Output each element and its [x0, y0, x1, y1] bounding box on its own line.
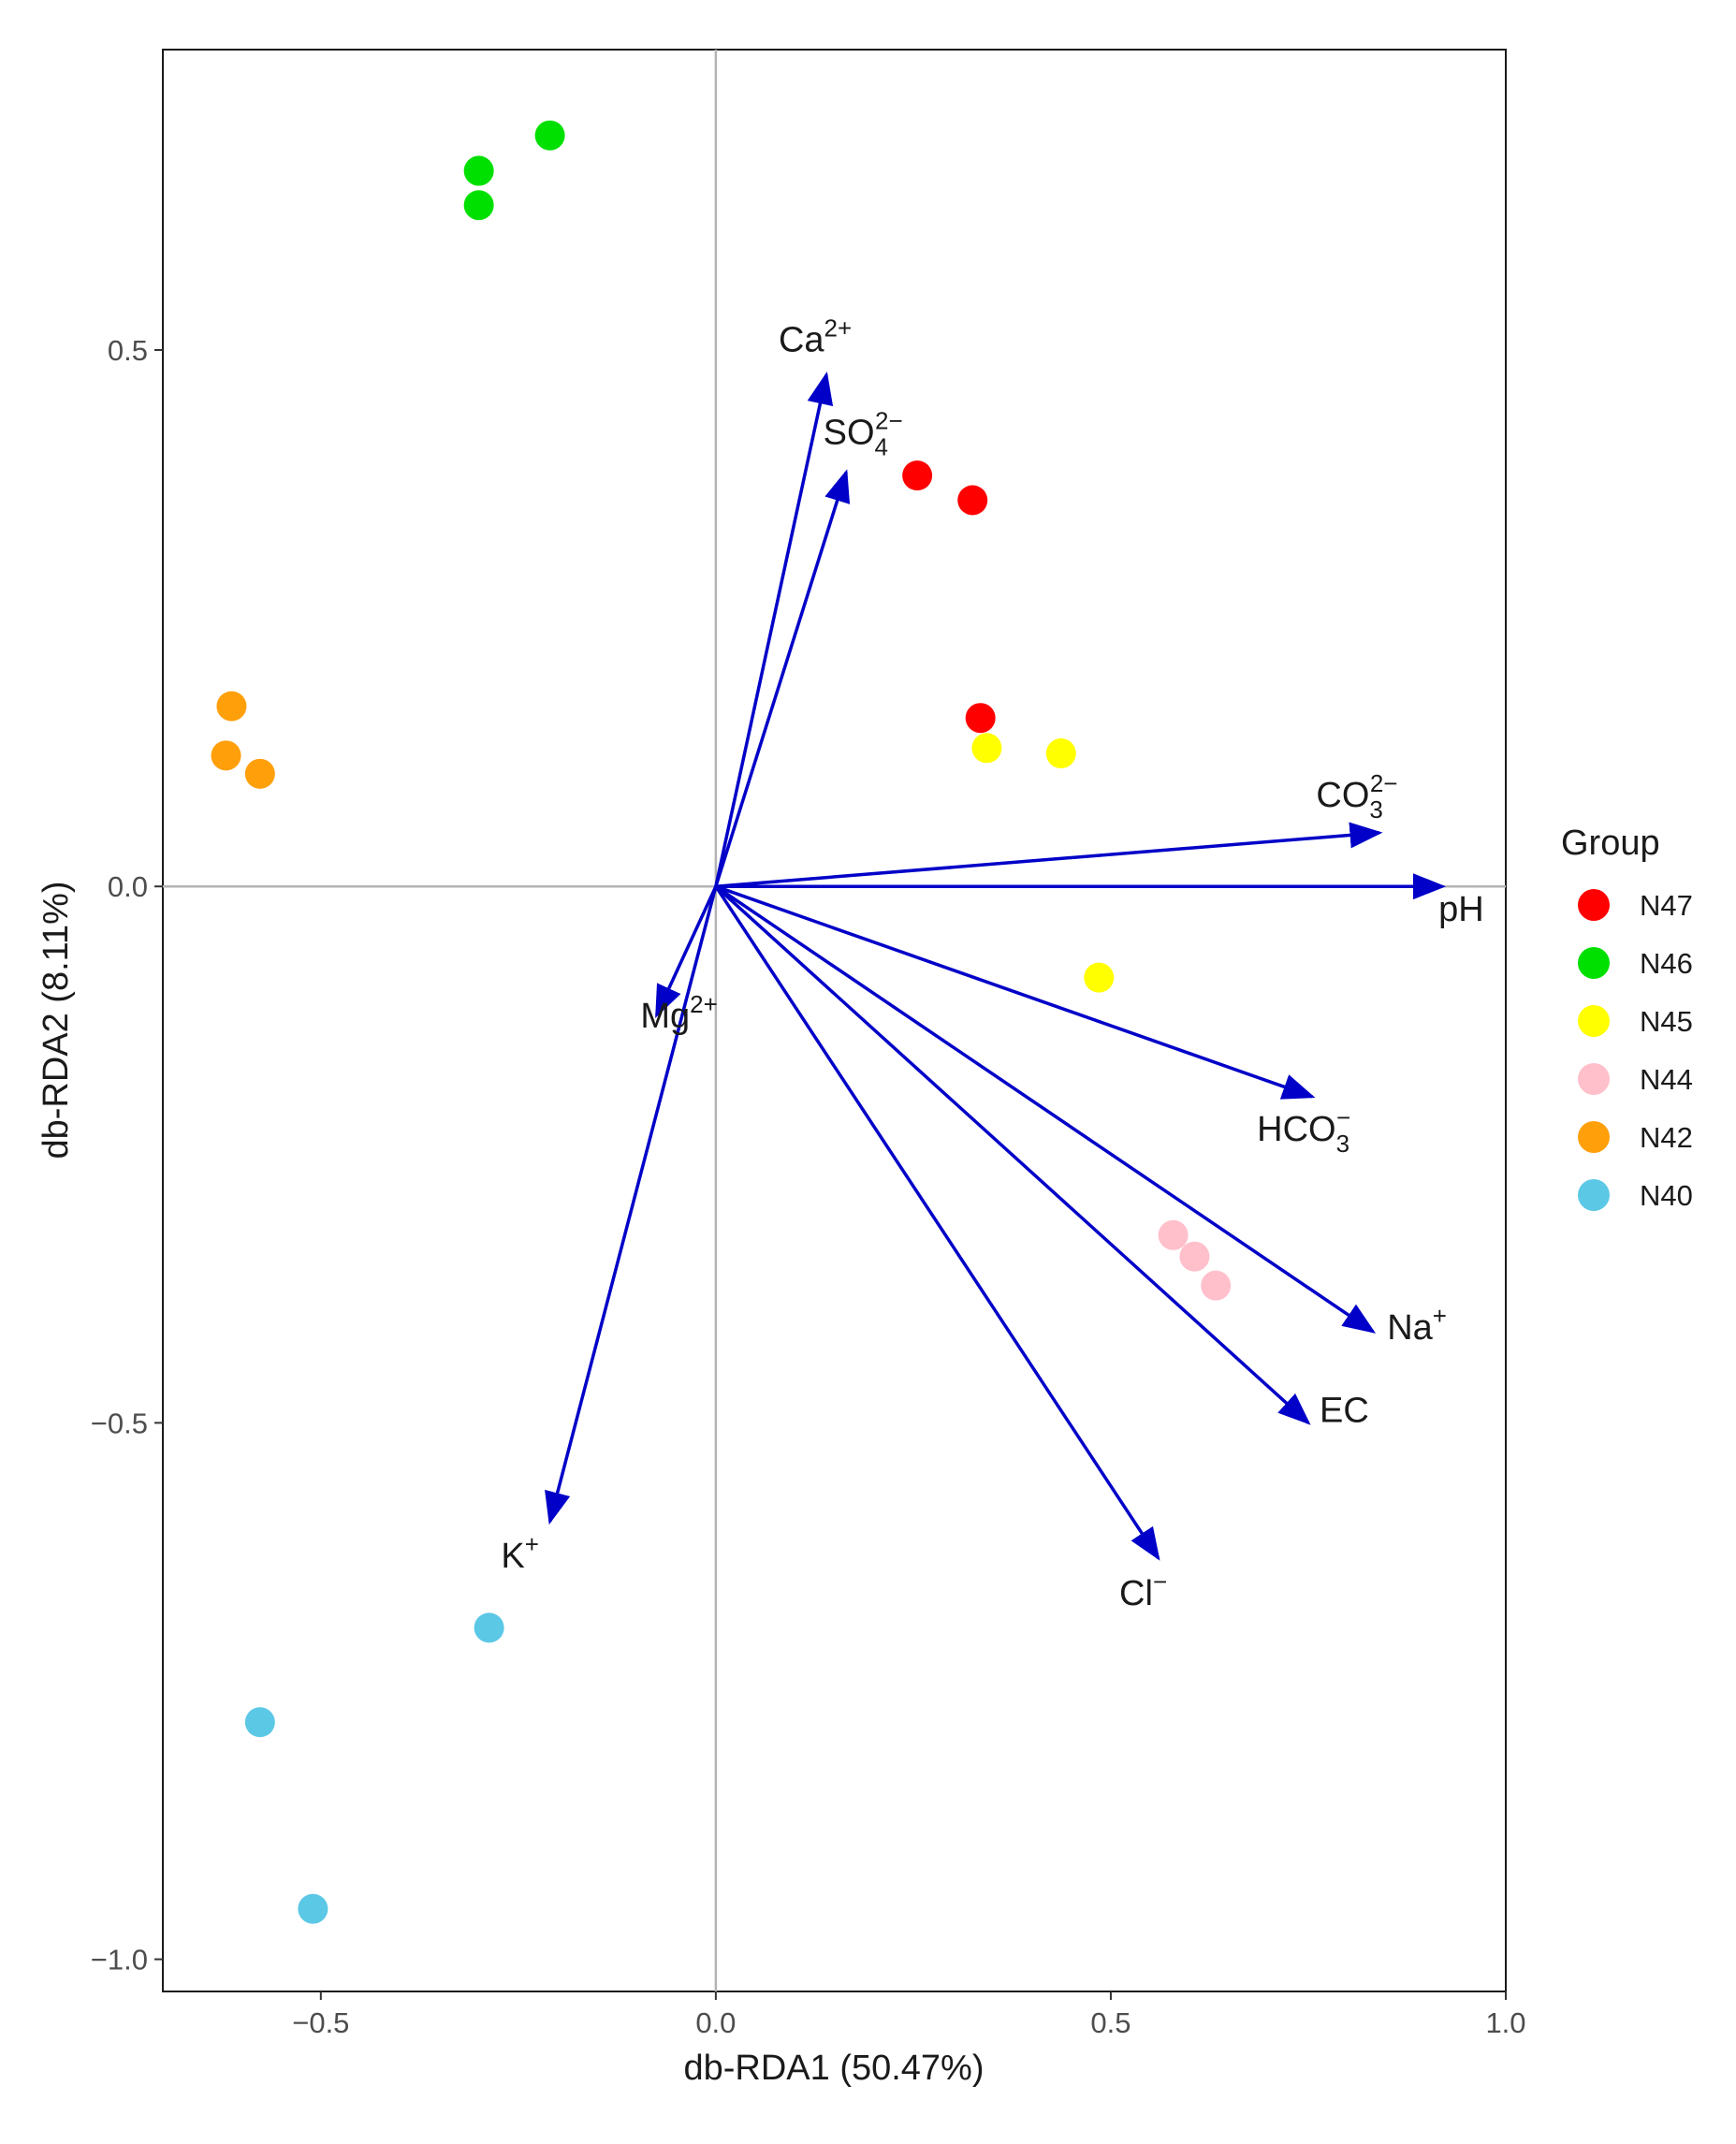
vector-mg	[654, 885, 718, 1018]
legend-label-n44: N44	[1640, 1063, 1693, 1096]
y-tick-label: −1.0	[91, 1944, 148, 1976]
y-axis: −1.0 −0.5 0.0 0.5	[91, 334, 163, 1976]
vector-label-cl: Cl−	[1119, 1568, 1167, 1613]
point-n40	[244, 1707, 275, 1738]
legend-label-n42: N42	[1640, 1121, 1693, 1154]
point-n47	[957, 485, 988, 516]
vector-ec	[714, 884, 1311, 1425]
y-tick-label: −0.5	[91, 1407, 148, 1439]
legend-label-n40: N40	[1640, 1179, 1693, 1212]
y-tick-label: 0.5	[108, 334, 148, 367]
vector-label-mg: Mg2+	[640, 990, 717, 1036]
vector-label-na: Na+	[1387, 1302, 1447, 1348]
point-n46	[463, 155, 494, 186]
point-n44	[1179, 1241, 1210, 1272]
vector-hco3	[715, 884, 1316, 1100]
y-tick-label: 0.0	[108, 870, 148, 903]
legend-key-n45	[1578, 1005, 1610, 1037]
vector-so4	[714, 469, 851, 887]
x-tick-label: −0.5	[292, 2006, 349, 2039]
vector-co3	[715, 822, 1383, 888]
point-n46	[534, 120, 565, 151]
legend-label-n45: N45	[1640, 1005, 1693, 1038]
vector-na	[714, 884, 1377, 1334]
vector-label-layer: Ca2+ SO42− CO32− pH Mg2+ HCO3− Na+ EC Cl− K+	[501, 314, 1483, 1612]
point-n42	[216, 691, 247, 722]
point-n47	[902, 460, 933, 491]
y-axis-title: db-RDA2 (8.11%)	[36, 881, 76, 1159]
point-n44	[1201, 1270, 1232, 1301]
vector-k	[545, 885, 718, 1525]
vector-label-so4: SO42−	[824, 407, 903, 461]
legend-label-n47: N47	[1640, 889, 1693, 922]
vector-label-hco3: HCO3−	[1257, 1103, 1350, 1158]
x-tick-label: 1.0	[1485, 2006, 1525, 2039]
point-n40	[298, 1893, 328, 1924]
point-n42	[244, 758, 275, 789]
point-n40	[474, 1612, 504, 1643]
vector-label-co3: CO32−	[1316, 769, 1397, 824]
legend-title: Group	[1561, 824, 1660, 863]
legend-label-n46: N46	[1640, 947, 1693, 980]
x-axis-title: db-RDA1 (50.47%)	[683, 2049, 984, 2088]
vector-cl	[714, 885, 1160, 1561]
x-tick-label: 0.5	[1090, 2006, 1131, 2039]
legend-key-n44	[1578, 1063, 1610, 1095]
plot-panel	[162, 49, 1507, 1992]
vector-layer	[545, 371, 1446, 1561]
points-layer	[211, 120, 1232, 1924]
point-n47	[965, 703, 996, 734]
point-n44	[1158, 1219, 1189, 1250]
vector-label-ec: EC	[1320, 1391, 1369, 1430]
point-n46	[463, 190, 494, 221]
point-n45	[1045, 738, 1076, 769]
point-n45	[971, 733, 1002, 764]
legend-key-n47	[1578, 889, 1610, 921]
vector-label-ph: pH	[1438, 890, 1484, 929]
point-n42	[211, 740, 241, 771]
legend: Group N47 N46 N45 N44 N42 N40	[1561, 824, 1693, 1212]
vector-ca	[714, 371, 834, 887]
x-axis: −0.5 0.0 0.5 1.0	[292, 1991, 1526, 2039]
vector-label-ca: Ca2+	[779, 314, 852, 359]
x-tick-label: 0.0	[695, 2006, 736, 2039]
point-n45	[1084, 962, 1115, 993]
legend-key-n42	[1578, 1121, 1610, 1153]
legend-key-n46	[1578, 947, 1610, 979]
legend-key-n40	[1578, 1179, 1610, 1211]
vector-label-k: K+	[501, 1530, 539, 1576]
